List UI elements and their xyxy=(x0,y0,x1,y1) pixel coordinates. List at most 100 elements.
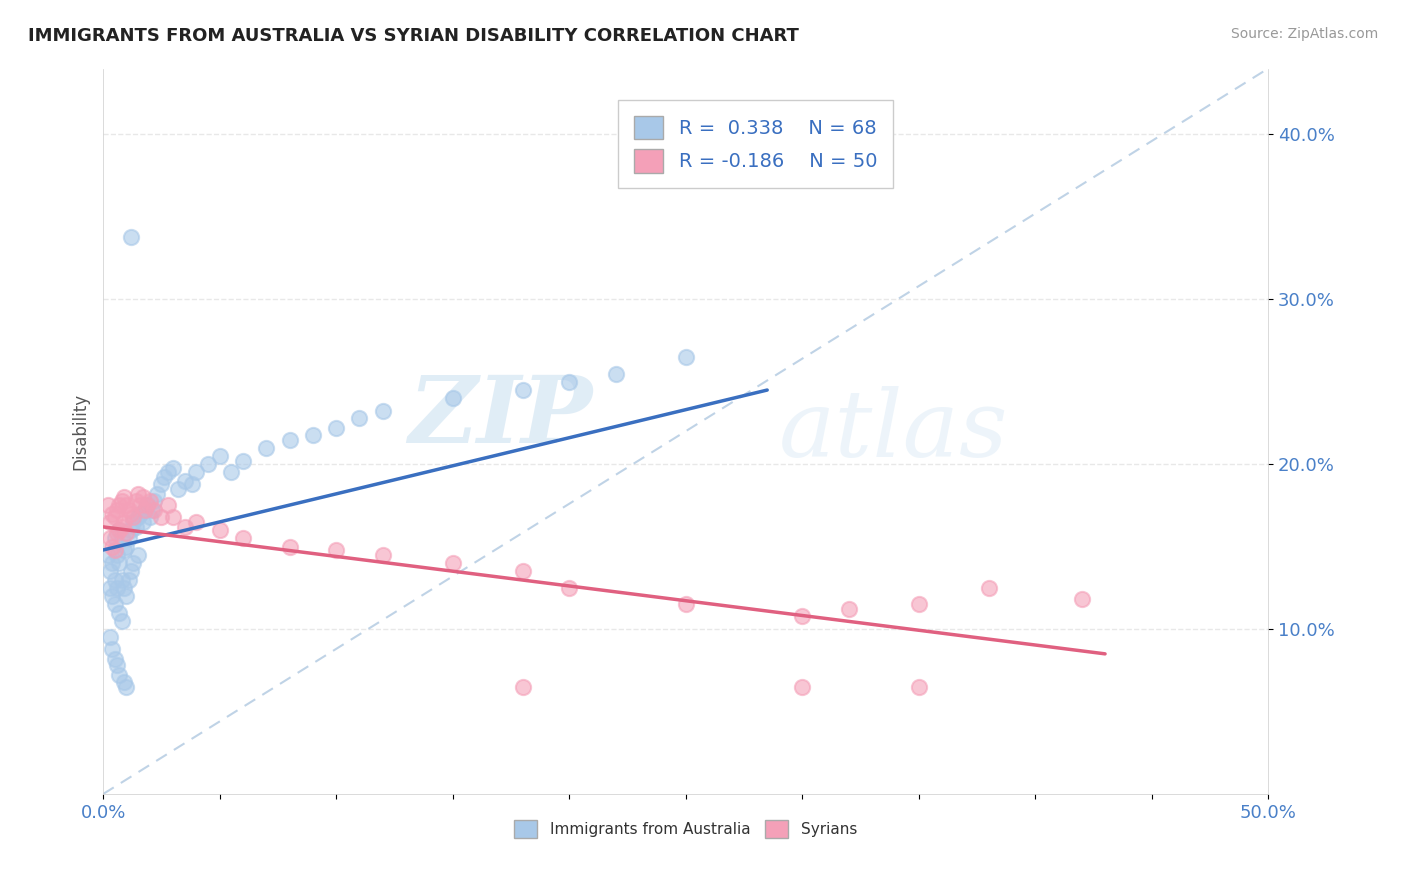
Point xyxy=(157,466,180,480)
Text: IMMIGRANTS FROM AUSTRALIA VS SYRIAN DISABILITY CORRELATION CHART: IMMIGRANTS FROM AUSTRALIA VS SYRIAN DISA… xyxy=(28,27,799,45)
Point xyxy=(232,532,254,546)
Point xyxy=(120,565,142,579)
Point xyxy=(136,499,159,513)
Point xyxy=(208,523,231,537)
Point xyxy=(371,548,394,562)
Point xyxy=(122,515,145,529)
Point xyxy=(143,503,166,517)
Point xyxy=(173,474,195,488)
Point xyxy=(125,493,148,508)
Point xyxy=(162,460,184,475)
Point xyxy=(349,411,371,425)
Point xyxy=(141,503,163,517)
Point xyxy=(127,548,149,562)
Point xyxy=(111,532,134,546)
Point xyxy=(180,477,202,491)
Point xyxy=(105,526,128,541)
Point xyxy=(138,493,160,508)
Point xyxy=(108,556,131,570)
Point xyxy=(122,556,145,570)
Point xyxy=(134,503,156,517)
Point xyxy=(512,565,534,579)
Point xyxy=(104,573,127,587)
Point xyxy=(105,581,128,595)
Point xyxy=(162,510,184,524)
Point xyxy=(186,515,208,529)
Point xyxy=(838,602,860,616)
Point xyxy=(112,543,135,558)
Point xyxy=(278,540,301,554)
Point xyxy=(97,548,120,562)
Point xyxy=(129,499,152,513)
Point xyxy=(127,487,149,501)
Point xyxy=(118,573,141,587)
Point xyxy=(104,652,127,666)
Point xyxy=(138,510,160,524)
Point xyxy=(118,532,141,546)
Point xyxy=(115,680,138,694)
Point xyxy=(105,548,128,562)
Point xyxy=(157,499,180,513)
Point xyxy=(325,421,347,435)
Point xyxy=(907,680,929,694)
Point xyxy=(219,466,242,480)
Point xyxy=(115,526,138,541)
Point xyxy=(278,433,301,447)
Point xyxy=(111,614,134,628)
Point xyxy=(98,631,121,645)
Text: Source: ZipAtlas.com: Source: ZipAtlas.com xyxy=(1230,27,1378,41)
Point xyxy=(104,543,127,558)
Point xyxy=(118,503,141,517)
Point xyxy=(104,598,127,612)
Point xyxy=(136,499,159,513)
Point xyxy=(132,515,155,529)
Point xyxy=(98,532,121,546)
Point xyxy=(129,507,152,521)
Point xyxy=(512,680,534,694)
Point xyxy=(104,532,127,546)
Point xyxy=(111,573,134,587)
Point xyxy=(441,392,464,406)
Point xyxy=(127,510,149,524)
Point xyxy=(108,499,131,513)
Point xyxy=(254,441,277,455)
Point xyxy=(208,449,231,463)
Point xyxy=(186,466,208,480)
Point xyxy=(112,490,135,504)
Point xyxy=(907,598,929,612)
Text: ZIP: ZIP xyxy=(408,372,592,462)
Point xyxy=(792,680,814,694)
Point xyxy=(98,515,121,529)
Point xyxy=(122,510,145,524)
Point xyxy=(115,589,138,603)
Point xyxy=(1070,592,1092,607)
Point xyxy=(101,641,124,656)
Point xyxy=(120,523,142,537)
Point xyxy=(112,515,135,529)
Point xyxy=(558,581,581,595)
Point xyxy=(108,606,131,620)
Text: atlas: atlas xyxy=(779,386,1008,476)
Point xyxy=(675,350,697,364)
Point xyxy=(97,499,120,513)
Point xyxy=(101,540,124,554)
Point xyxy=(675,598,697,612)
Point xyxy=(134,503,156,517)
Point xyxy=(441,556,464,570)
Point xyxy=(111,520,134,534)
Point xyxy=(105,503,128,517)
Point xyxy=(120,229,142,244)
Point xyxy=(150,510,173,524)
Point xyxy=(112,674,135,689)
Point xyxy=(143,493,166,508)
Point xyxy=(104,510,127,524)
Point xyxy=(108,523,131,537)
Point xyxy=(98,581,121,595)
Point xyxy=(977,581,1000,595)
Point xyxy=(512,383,534,397)
Point xyxy=(108,668,131,682)
Point xyxy=(325,543,347,558)
Point xyxy=(125,520,148,534)
Y-axis label: Disability: Disability xyxy=(72,392,89,470)
Point xyxy=(792,609,814,624)
